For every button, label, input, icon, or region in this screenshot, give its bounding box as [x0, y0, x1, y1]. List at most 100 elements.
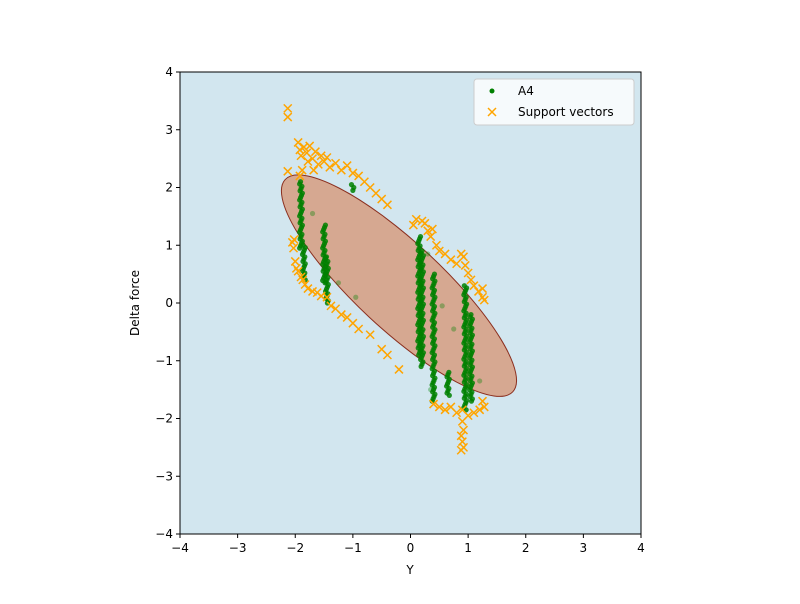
legend-box [473, 78, 635, 126]
y-tick-label: 2 [165, 181, 173, 195]
x-axis: −4 −3 −2 −1 0 1 2 3 4 [171, 534, 645, 555]
support-vector-point-stroke [446, 402, 456, 412]
y-tick-label: −2 [155, 412, 173, 426]
support-vector-point-stroke [348, 168, 358, 178]
support-vector-point-stroke [371, 188, 381, 198]
legend-x-marker-stroke [487, 107, 497, 117]
support-vector-point [322, 292, 332, 302]
support-vector-point-stroke [359, 177, 369, 187]
legend: A4 Support vectors [473, 78, 635, 126]
support-vector-point-stroke [293, 137, 303, 147]
y-tick-label: 1 [165, 238, 173, 252]
a4-point [477, 378, 483, 384]
a4-point [428, 387, 434, 393]
support-vector-point-stroke [310, 147, 320, 157]
support-vector-point [293, 266, 303, 276]
support-vector-point [382, 350, 392, 360]
support-vector-point [411, 214, 421, 224]
support-vector-point [469, 281, 479, 291]
series-layer [283, 103, 489, 455]
support-vector-point-stroke [322, 292, 332, 302]
support-vector-point-stroke [308, 286, 318, 296]
support-vector-point-stroke [283, 112, 293, 122]
support-vector-point-stroke [336, 165, 346, 175]
support-vector-point-stroke [382, 200, 392, 210]
support-vector-point-stroke [377, 344, 387, 354]
support-vector-point-stroke [316, 151, 326, 161]
support-vector-point [293, 137, 303, 147]
support-vector-point [394, 364, 404, 374]
support-vector-point-stroke [325, 162, 335, 172]
support-vector-point-stroke [463, 268, 473, 278]
support-vector-point [336, 165, 346, 175]
support-vector-point-stroke [354, 171, 364, 181]
support-vector-point-stroke [473, 286, 484, 296]
a4-point [461, 283, 467, 289]
support-vector-point-stroke [305, 141, 315, 151]
a4-point [322, 222, 329, 228]
x-axis-label: Y [405, 563, 414, 577]
support-vector-point [283, 112, 293, 122]
support-vector-point [460, 260, 470, 270]
support-vector-point-stroke [331, 158, 341, 168]
support-vector-point [365, 330, 375, 340]
support-vector-point-stroke [466, 275, 476, 285]
x-tick-label: −1 [344, 541, 362, 555]
y-axis-label: Delta force [128, 270, 142, 336]
legend-x-marker [487, 107, 497, 117]
support-vector-point-stroke [457, 416, 467, 426]
x-tick-label: 2 [522, 541, 530, 555]
support-vector-point-stroke [300, 279, 310, 290]
a4-point [419, 248, 425, 254]
support-vector-point [325, 162, 335, 172]
support-vector-point [283, 103, 293, 113]
support-vector-point [473, 286, 484, 296]
support-vector-point-stroke [299, 142, 309, 152]
support-vector-point-stroke [308, 154, 318, 164]
support-vector-point-stroke [303, 284, 313, 294]
support-vector-point [326, 301, 336, 311]
support-vector-point [478, 284, 488, 294]
y-tick-label: 4 [165, 65, 173, 79]
support-vector-point [310, 147, 320, 157]
support-vector-point-stroke [319, 156, 329, 167]
a4-point [335, 280, 342, 286]
decision-region [280, 174, 518, 397]
support-vector-point-stroke [440, 249, 450, 259]
x-tick-label: 1 [464, 541, 472, 555]
y-tick-label: 3 [165, 123, 173, 137]
support-vector-point-stroke [426, 232, 436, 242]
support-vector-point [298, 275, 308, 285]
support-vector-point [431, 240, 441, 250]
support-vector-point-stroke [452, 259, 462, 269]
support-vector-point-stroke [478, 396, 488, 406]
support-vector-point [452, 408, 462, 418]
support-vector-point [348, 168, 358, 178]
support-vector-point-stroke [420, 218, 430, 228]
a4-point [468, 311, 474, 318]
support-vector-point-stroke [288, 243, 299, 253]
support-vector-point-stroke [313, 159, 323, 169]
x-tick-label: −2 [286, 541, 304, 555]
support-vector-point [456, 445, 466, 455]
support-vector-point [426, 232, 436, 242]
x-tick-label: 4 [637, 541, 645, 555]
support-vector-point [316, 151, 326, 161]
support-vector-point-stroke [348, 318, 358, 328]
support-vector-point [479, 402, 489, 412]
support-vector-point-stroke [457, 405, 467, 415]
support-vector-point [296, 151, 306, 161]
support-vector-point-stroke [290, 256, 300, 266]
support-vector-point-stroke [452, 408, 462, 418]
support-vector-point-stroke [295, 171, 305, 181]
a4-point [323, 254, 330, 260]
support-vector-point [354, 324, 364, 334]
y-tick-label: 0 [165, 296, 173, 310]
support-vector-point-stroke [394, 364, 404, 374]
support-vector-point-stroke [377, 194, 387, 204]
support-vector-point-stroke [296, 272, 306, 282]
support-vector-point-stroke [456, 445, 466, 455]
support-vector-point-stroke [298, 275, 308, 285]
support-vector-point [290, 256, 300, 266]
